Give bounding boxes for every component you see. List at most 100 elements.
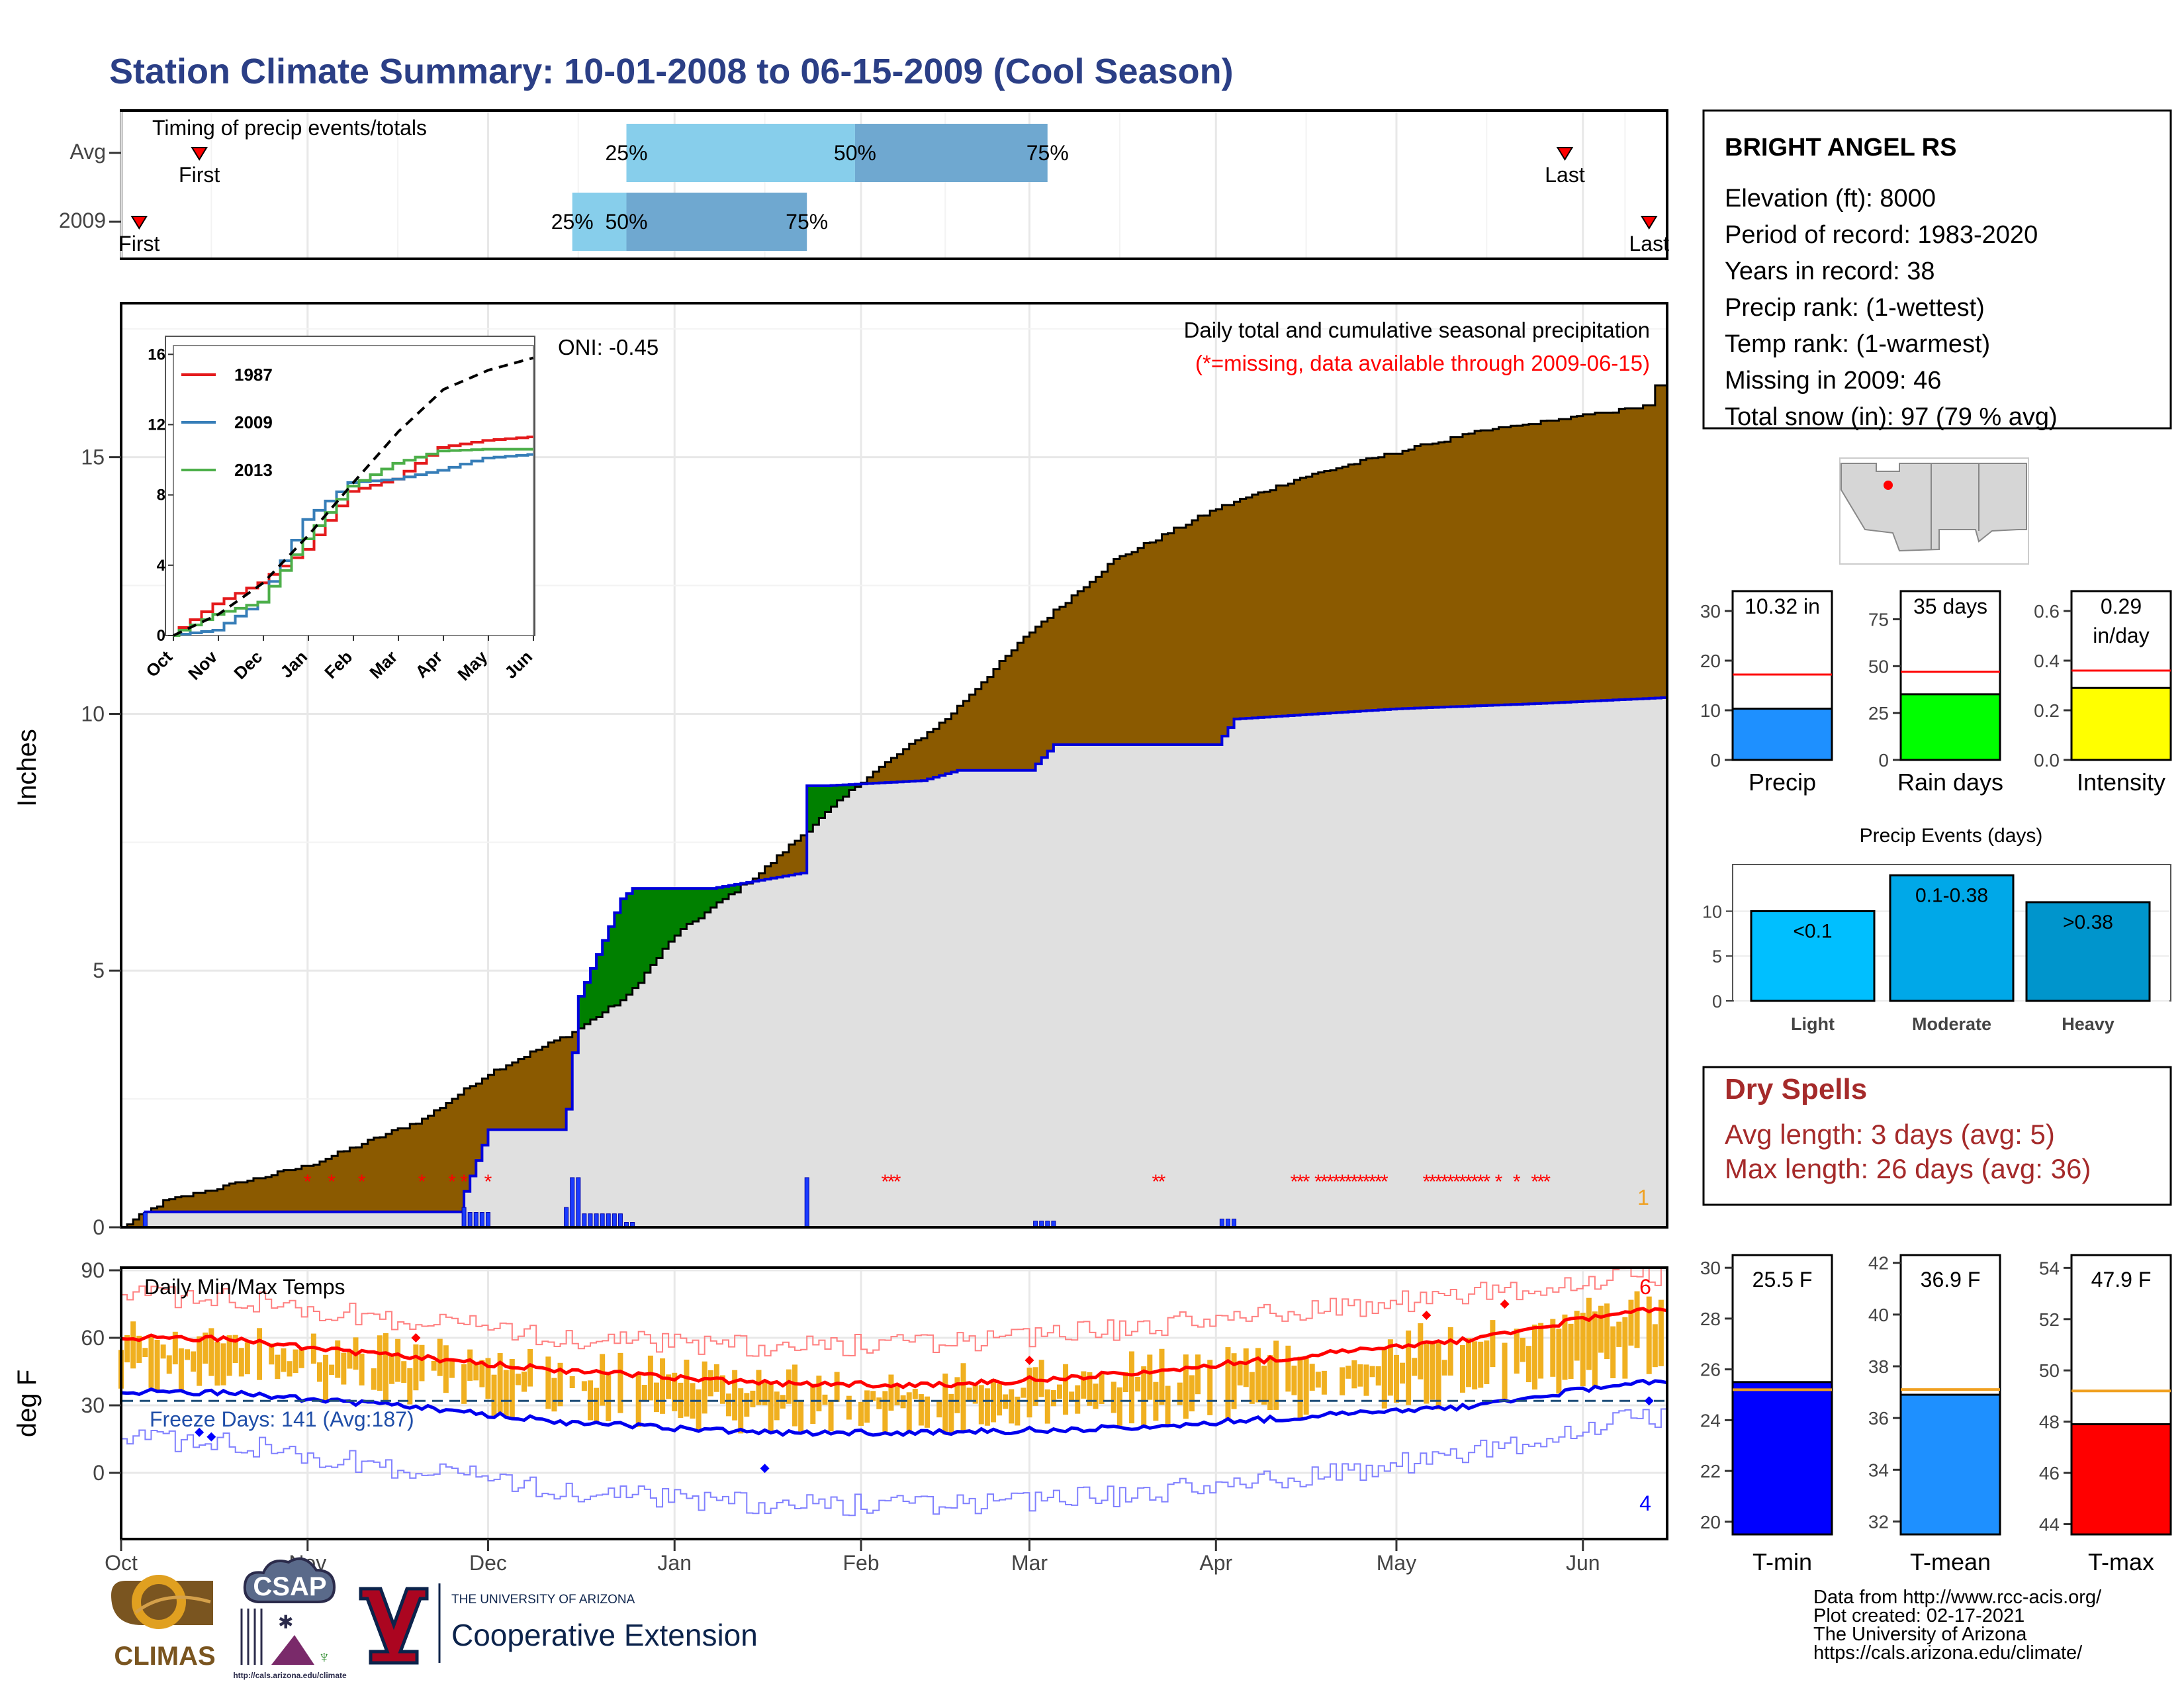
summary-ytick-label: 30 xyxy=(1700,601,1721,622)
daily-temp-bar xyxy=(1502,1342,1508,1399)
daily-temp-bar xyxy=(329,1364,335,1376)
daily-temp-bar xyxy=(1610,1326,1616,1379)
inset-ytick-label: 4 xyxy=(157,557,166,575)
daily-temp-bar xyxy=(238,1348,244,1377)
tempbar-ytick-label: 44 xyxy=(2039,1515,2060,1535)
daily-temp-bar xyxy=(232,1335,238,1364)
timing-last-marker xyxy=(1556,147,1574,161)
daily-temp-bar xyxy=(1435,1342,1441,1410)
station-precip-rank: Precip rank: (1-wettest) xyxy=(1725,294,1985,322)
events-bar-heavy xyxy=(2025,901,2151,1002)
daily-temp-bar xyxy=(1568,1323,1574,1380)
tempbar-t-mean xyxy=(1899,1393,2001,1536)
summary-ytick-label: 0.0 xyxy=(2034,750,2060,771)
daily-temp-bar xyxy=(1273,1340,1279,1410)
daily-temp-bar xyxy=(1063,1364,1069,1415)
daily-temp-bar xyxy=(1026,1368,1032,1418)
freeze-days: Freeze Days: 141 (Avg:187) xyxy=(150,1407,414,1431)
daily-temp-bar xyxy=(846,1395,852,1420)
daily-temp-bar xyxy=(1050,1390,1056,1407)
daily-temp-bar xyxy=(702,1361,707,1414)
daily-temp-bar xyxy=(1021,1387,1026,1398)
climas-logo: CLIMAS xyxy=(111,1575,216,1671)
station-elevation: Elevation (ft): 8000 xyxy=(1725,185,1936,212)
daily-temp-bar xyxy=(1478,1341,1484,1388)
missing-day-marker: * xyxy=(1429,1171,1437,1193)
summary-ytick-label: 0.6 xyxy=(2034,601,2060,622)
missing-day-marker: * xyxy=(1381,1171,1388,1193)
timing-row-label-avg: Avg xyxy=(69,140,106,164)
daily-temp-bar xyxy=(762,1382,768,1405)
missing-day-marker: * xyxy=(358,1171,366,1193)
credit-line-4: https://cals.arizona.edu/climate/ xyxy=(1813,1642,2083,1664)
daily-temp-bar xyxy=(1231,1353,1237,1409)
daily-temp-bar xyxy=(1345,1366,1351,1379)
missing-day-marker: * xyxy=(1513,1171,1521,1193)
daily-temp-bar xyxy=(1363,1364,1369,1396)
temp-xtick-label: Oct xyxy=(105,1551,138,1575)
missing-day-marker: * xyxy=(304,1171,312,1193)
tempbar-ytick-label: 42 xyxy=(1868,1253,1889,1274)
daily-temp-bar xyxy=(184,1349,190,1360)
events-ytick-label: 5 xyxy=(1712,947,1722,966)
daily-temp-bar xyxy=(1237,1360,1243,1385)
missing-day-marker: * xyxy=(1531,1171,1539,1193)
daily-temp-bar xyxy=(1195,1354,1201,1395)
timing-first-marker xyxy=(191,147,208,161)
daily-temp-bar xyxy=(1574,1311,1580,1361)
daily-temp-bar xyxy=(551,1378,557,1412)
daily-temp-bar xyxy=(1267,1355,1273,1411)
daily-temp-bar xyxy=(1538,1323,1544,1379)
daily-temp-bar xyxy=(1207,1360,1213,1415)
daily-precip-bar xyxy=(804,1177,809,1228)
daily-temp-bar xyxy=(401,1361,407,1383)
tempbar-ytick-label: 28 xyxy=(1700,1309,1721,1329)
daily-temp-bar xyxy=(719,1375,725,1404)
daily-temp-bar xyxy=(419,1344,425,1382)
inset-ytick-label: 0 xyxy=(157,627,165,645)
daily-temp-bar xyxy=(1357,1364,1363,1387)
daily-temp-bar xyxy=(1116,1387,1122,1426)
daily-precip-bar xyxy=(606,1213,611,1228)
daily-temp-bar xyxy=(660,1358,666,1414)
daily-temp-bar xyxy=(828,1401,834,1432)
tempbar-ytick-label: 30 xyxy=(1700,1258,1721,1278)
daily-precip-bar xyxy=(570,1177,575,1228)
daily-temp-bar xyxy=(942,1374,948,1435)
timing-p25-label: 25% xyxy=(551,210,594,234)
events-ytick-label: 10 xyxy=(1702,902,1722,921)
temp-ytick-label: 30 xyxy=(81,1393,105,1417)
daily-precip-bar xyxy=(467,1212,473,1228)
station-missing: Missing in 2009: 46 xyxy=(1725,367,1941,395)
missing-day-marker: * xyxy=(1302,1171,1310,1193)
daily-temp-bar xyxy=(792,1364,798,1427)
daily-temp-bar xyxy=(142,1348,148,1358)
daily-temp-bar xyxy=(545,1356,551,1409)
daily-temp-bar xyxy=(443,1345,449,1393)
summary-value-label: 10.32 in xyxy=(1745,594,1820,618)
timing-p75-label: 75% xyxy=(1026,141,1069,165)
timing-p75-label: 75% xyxy=(786,210,828,234)
daily-temp-bar xyxy=(497,1353,503,1413)
record-low-marker xyxy=(206,1432,216,1442)
daily-temp-bar xyxy=(600,1354,606,1406)
summary-bar-rain-days xyxy=(1899,693,2001,761)
daily-temp-bar xyxy=(275,1354,281,1380)
missing-day-marker: * xyxy=(1297,1171,1304,1193)
daily-temp-bar xyxy=(756,1370,762,1405)
dry-spells-avg: Avg length: 3 days (avg: 5) xyxy=(1725,1119,2055,1150)
tempbar-ytick-label: 24 xyxy=(1700,1410,1721,1430)
daily-temp-bar xyxy=(798,1401,804,1432)
tempbar-ytick-label: 34 xyxy=(1868,1460,1889,1480)
daily-temp-bar xyxy=(1484,1340,1490,1384)
temp-count-bottom: 4 xyxy=(1639,1491,1651,1515)
tempbar-ytick-label: 52 xyxy=(2039,1309,2060,1330)
daily-temp-bar xyxy=(1038,1360,1044,1397)
missing-day-marker: * xyxy=(484,1171,492,1193)
summary-name: Intensity xyxy=(2077,769,2165,796)
cumulative-2009-line xyxy=(121,696,1668,1229)
daily-temp-bar xyxy=(244,1342,250,1375)
tempbar-ytick-label: 32 xyxy=(1868,1511,1889,1532)
summary-ytick-label: 0.2 xyxy=(2034,700,2060,721)
daily-precip-bar xyxy=(479,1212,484,1228)
